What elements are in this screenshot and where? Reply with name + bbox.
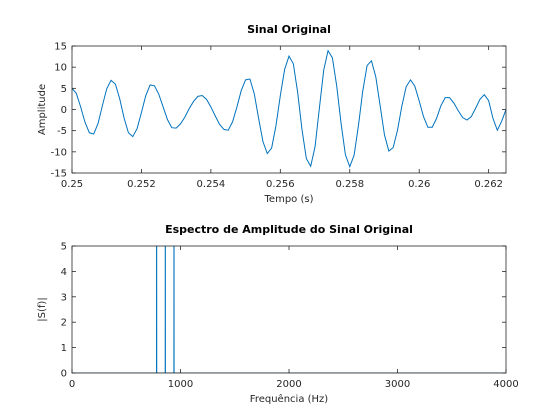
y-tick-label: 10 <box>54 63 67 74</box>
x-tick-label: 0.254 <box>197 179 226 190</box>
x-tick-label: 2000 <box>276 379 301 390</box>
y-tick-label: 5 <box>61 84 67 95</box>
x-tick-label: 4000 <box>493 379 518 390</box>
x-tick-label: 0 <box>69 379 75 390</box>
y-tick-label: 15 <box>54 42 67 53</box>
y-axis-label: Amplitude <box>37 84 48 135</box>
y-tick-label: -5 <box>57 126 67 137</box>
chart-title: Espectro de Amplitude do Sinal Original <box>165 223 413 236</box>
x-axis-label: Frequência (Hz) <box>250 393 328 405</box>
series-line <box>72 49 506 169</box>
x-tick-label: 1000 <box>168 379 193 390</box>
x-tick-label: 0.26 <box>408 179 430 190</box>
y-tick-label: 2 <box>61 318 67 329</box>
axes-background <box>72 46 506 173</box>
y-tick-label: 0 <box>61 369 67 380</box>
y-tick-label: -10 <box>51 147 67 158</box>
x-tick-label: 0.258 <box>335 179 364 190</box>
x-tick-label: 0.252 <box>127 179 156 190</box>
y-tick-label: 3 <box>61 292 67 303</box>
y-tick-label: 1 <box>61 343 67 354</box>
x-axis-label: Tempo (s) <box>264 194 314 205</box>
x-tick-label: 0.262 <box>474 179 503 190</box>
y-tick-label: 4 <box>61 267 67 278</box>
y-tick-label: 0 <box>61 105 67 116</box>
x-tick-label: 0.25 <box>61 179 83 190</box>
x-tick-label: 3000 <box>385 379 410 390</box>
x-tick-label: 0.256 <box>266 179 295 190</box>
plot-area <box>72 49 506 169</box>
chart-title: Sinal Original <box>247 23 331 36</box>
axes-background <box>72 246 506 373</box>
y-axis-label: |S(f)| <box>37 297 48 321</box>
y-tick-label: 5 <box>61 242 67 253</box>
y-tick-label: -15 <box>51 169 67 180</box>
